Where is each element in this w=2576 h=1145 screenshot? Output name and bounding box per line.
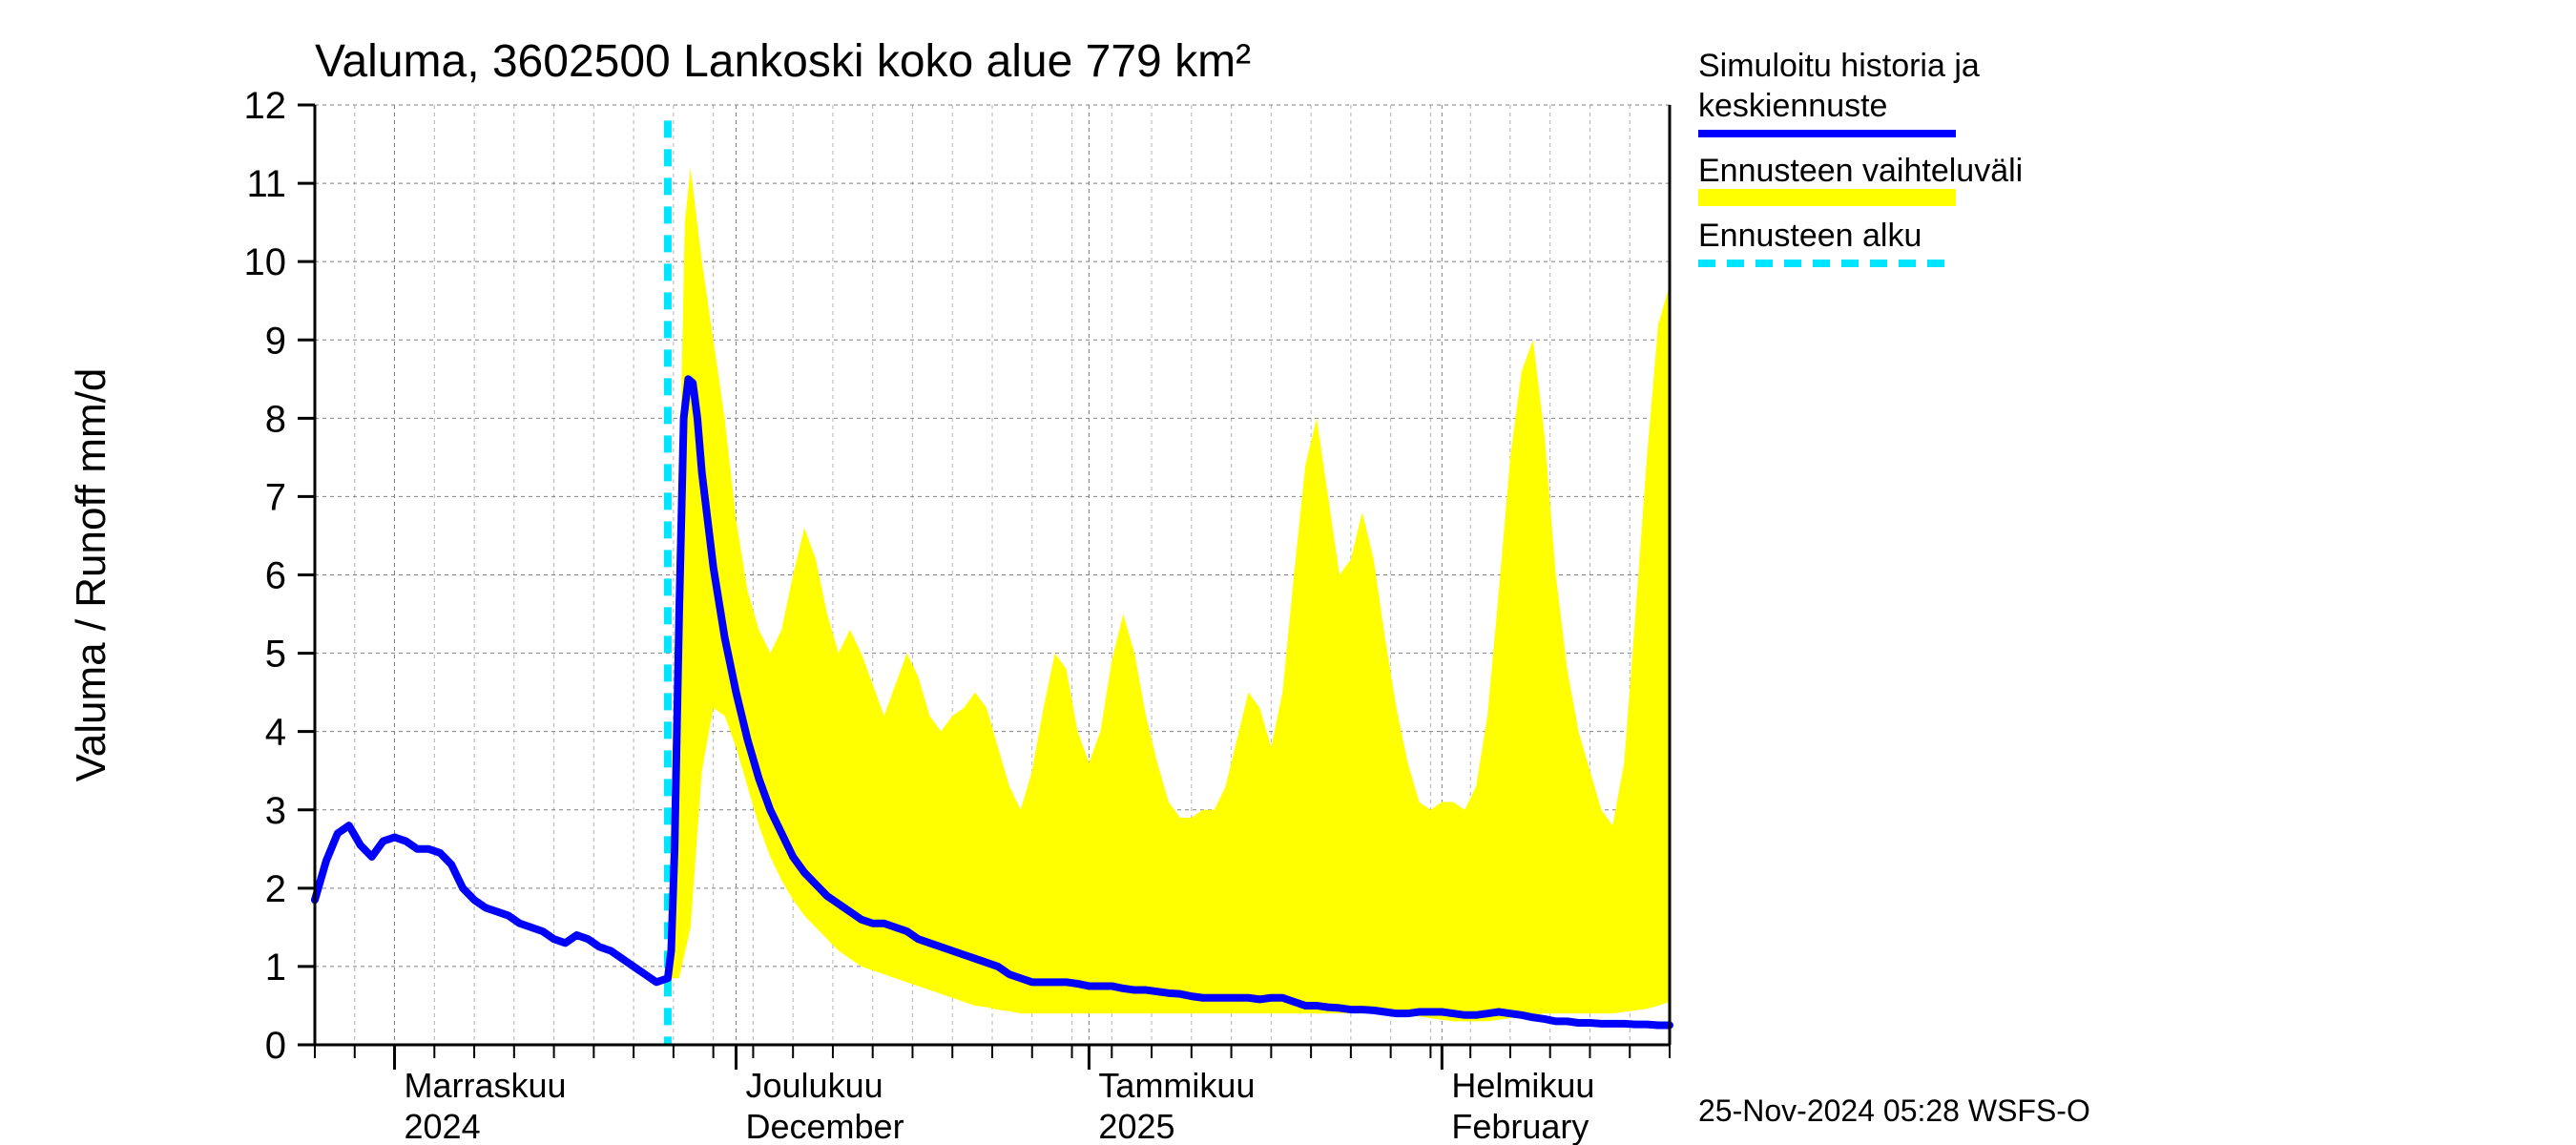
y-tick-label: 7 [265,476,286,518]
legend-swatch-band [1698,189,1956,206]
chart-container: 0123456789101112Marraskuu2024JoulukuuDec… [0,0,2576,1145]
legend-label: Ennusteen vaihteluväli [1698,153,2023,189]
y-tick-label: 3 [265,790,286,832]
y-tick-label: 12 [244,85,287,127]
legend-label: Simuloitu historia ja [1698,48,1980,84]
y-tick-label: 5 [265,634,286,676]
legend-label: Ennusteen alku [1698,218,1922,254]
y-tick-label: 4 [265,712,286,754]
x-month-label-top: Joulukuu [746,1066,883,1105]
x-month-label-top: Marraskuu [405,1066,567,1105]
x-month-label-bottom: December [746,1107,904,1145]
x-month-label-bottom: 2024 [405,1107,481,1145]
y-tick-label: 10 [244,241,287,283]
y-tick-label: 0 [265,1025,286,1067]
x-month-label-top: Tammikuu [1098,1066,1255,1105]
chart-footer: 25-Nov-2024 05:28 WSFS-O [1698,1093,2090,1128]
x-month-label-bottom: 2025 [1098,1107,1174,1145]
y-tick-label: 2 [265,868,286,910]
y-tick-label: 8 [265,398,286,440]
x-month-label-top: Helmikuu [1451,1066,1594,1105]
x-month-label-bottom: February [1451,1107,1589,1145]
y-tick-label: 1 [265,947,286,989]
runoff-chart: 0123456789101112Marraskuu2024JoulukuuDec… [0,0,2576,1145]
y-tick-label: 11 [246,163,286,205]
y-axis-label: Valuma / Runoff mm/d [68,368,114,782]
legend-label: keskiennuste [1698,88,1887,124]
y-tick-label: 6 [265,555,286,597]
y-tick-label: 9 [265,320,286,362]
chart-title: Valuma, 3602500 Lankoski koko alue 779 k… [315,36,1251,87]
